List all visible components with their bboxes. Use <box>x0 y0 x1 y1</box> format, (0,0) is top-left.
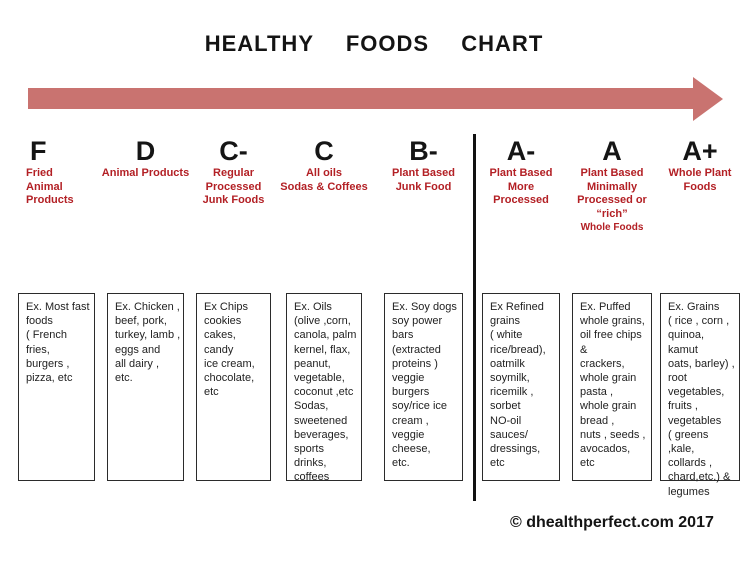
grade-description-text: All oils Sodas & Coffees <box>280 167 368 193</box>
grade-letter: A <box>602 136 622 166</box>
copyright-text: © dhealthperfect.com 2017 <box>510 514 714 531</box>
grade-letter: F <box>30 136 47 166</box>
grade-description-text: Whole Plant Foods <box>668 167 732 193</box>
grade-column-d: D Animal Products Ex. Chicken , beef, po… <box>102 136 189 506</box>
grade-letter: B- <box>409 136 438 166</box>
grade-description-text: Animal Products <box>101 167 190 179</box>
grade-column-f: F Fried Animal Products Ex. Most fast fo… <box>18 138 95 506</box>
examples-box: Ex. Oils (olive ,corn, canola, palm kern… <box>286 293 362 483</box>
grade-description: Plant Based Minimally Processed or “rich… <box>542 167 682 234</box>
grade-column-c-minus: C- Regular Processed Junk Foods Ex Chips… <box>196 138 271 506</box>
grade-description-text: Plant Based Minimally Processed or “rich… <box>577 167 647 220</box>
grade-description-text: Fried Animal Products <box>26 167 74 206</box>
examples-box: Ex. Soy dogs soy power bars (extracted p… <box>384 293 463 481</box>
examples-text: Ex. Chicken , beef, pork, turkey, lamb ,… <box>115 301 181 385</box>
examples-text: Ex. Most fast foods ( French fries, burg… <box>26 301 90 385</box>
examples-text: Ex Chips cookies cakes, candy ice cream,… <box>204 301 255 399</box>
grade-description-text: Regular Processed Junk Foods <box>202 167 265 206</box>
examples-text: Ex. Grains ( rice , corn , quinoa, kamut… <box>668 301 735 498</box>
page-title: HEALTHY FOODS CHART <box>204 31 544 56</box>
grade-letter: A- <box>506 136 536 166</box>
examples-box: Ex Refined grains ( white rice/bread), o… <box>482 293 560 481</box>
grade-letter: C- <box>219 136 248 166</box>
grade-description: Regular Processed Junk Foods <box>164 167 304 208</box>
examples-text: Ex. Oils (olive ,corn, canola, palm kern… <box>294 301 357 484</box>
grade-description: Whole Plant Foods <box>630 167 748 194</box>
grade-column-b-minus: B- Plant Based Junk Food Ex. Soy dogs so… <box>384 138 463 506</box>
grade-description: Animal Products <box>76 167 216 181</box>
grade-column-a-minus: A- Plant Based More Processed Ex Refined… <box>482 138 560 506</box>
examples-text: Ex Refined grains ( white rice/bread), o… <box>490 301 546 470</box>
examples-text: Ex. Soy dogs soy power bars (extracted p… <box>392 301 457 470</box>
examples-box: Ex. Most fast foods ( French fries, burg… <box>18 293 95 481</box>
examples-box: Ex Chips cookies cakes, candy ice cream,… <box>196 293 271 481</box>
examples-box: Ex. Chicken , beef, pork, turkey, lamb ,… <box>107 293 184 481</box>
grade-column-c: C All oils Sodas & Coffees Ex. Oils (oli… <box>280 136 367 506</box>
grade-divider-line <box>473 134 476 501</box>
examples-box: Ex. Puffed whole grains, oil free chips … <box>572 293 652 481</box>
examples-text: Ex. Puffed whole grains, oil free chips … <box>580 301 646 470</box>
grade-letter: C <box>314 136 334 166</box>
grade-description-text: Plant Based Junk Food <box>392 167 455 193</box>
grade-column-a: A Plant Based Minimally Processed or “ri… <box>572 138 652 506</box>
grade-description-subtext: Whole Foods <box>580 222 644 233</box>
grade-description: Plant Based Junk Food <box>354 167 494 194</box>
grade-description: Fried Animal Products <box>18 167 128 208</box>
right-arrow-head-icon <box>693 77 723 121</box>
grade-description-text: Plant Based More Processed <box>489 167 553 206</box>
grade-description: All oils Sodas & Coffees <box>254 167 394 194</box>
right-arrow-shaft <box>28 88 693 109</box>
grade-letter: D <box>135 136 156 166</box>
grade-letter: A+ <box>682 136 718 166</box>
examples-box: Ex. Grains ( rice , corn , quinoa, kamut… <box>660 293 740 498</box>
grade-description: Plant Based More Processed <box>451 167 591 208</box>
grade-column-a-plus: A+ Whole Plant Foods Ex. Grains ( rice ,… <box>660 138 740 506</box>
